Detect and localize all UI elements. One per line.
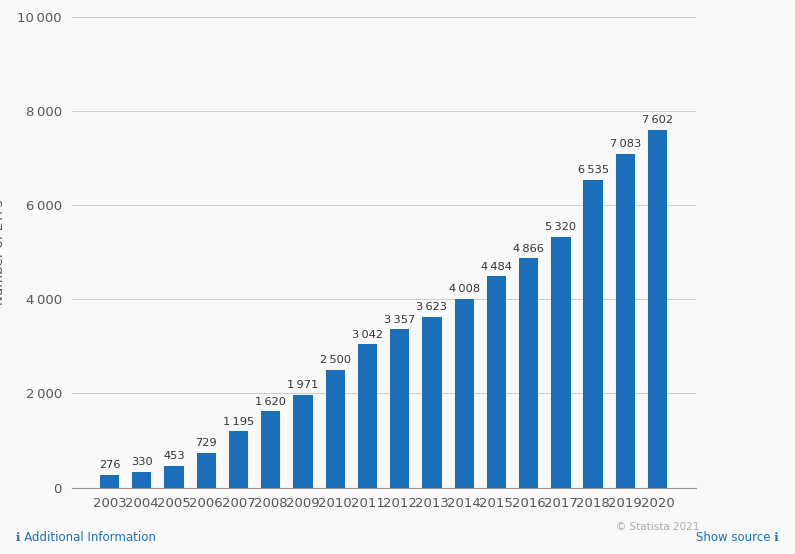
Text: 7 602: 7 602 bbox=[642, 115, 673, 125]
Bar bbox=[261, 411, 281, 488]
Text: 729: 729 bbox=[196, 438, 217, 449]
Bar bbox=[551, 237, 571, 488]
Bar bbox=[487, 276, 506, 488]
Bar bbox=[615, 154, 635, 488]
Bar bbox=[326, 370, 345, 488]
Bar bbox=[358, 344, 377, 488]
Text: 6 535: 6 535 bbox=[577, 165, 609, 175]
Text: Show source ℹ: Show source ℹ bbox=[696, 531, 779, 544]
Text: 1 195: 1 195 bbox=[223, 417, 254, 427]
Bar bbox=[100, 475, 119, 488]
Bar bbox=[390, 330, 409, 488]
Bar bbox=[229, 431, 248, 488]
Text: 4 484: 4 484 bbox=[481, 261, 512, 271]
Text: 330: 330 bbox=[131, 457, 153, 467]
Bar bbox=[584, 180, 603, 488]
Text: ℹ Additional Information: ℹ Additional Information bbox=[16, 531, 156, 544]
Text: 7 083: 7 083 bbox=[610, 139, 641, 149]
Bar bbox=[165, 466, 184, 488]
Text: 276: 276 bbox=[99, 460, 120, 470]
Text: 3 623: 3 623 bbox=[417, 302, 448, 312]
Text: 2 500: 2 500 bbox=[320, 355, 351, 365]
Text: 1 620: 1 620 bbox=[255, 397, 286, 407]
Y-axis label: Number of ETFs: Number of ETFs bbox=[0, 199, 6, 305]
Text: 3 042: 3 042 bbox=[352, 330, 383, 340]
Text: 453: 453 bbox=[163, 452, 185, 461]
Text: 3 357: 3 357 bbox=[384, 315, 415, 325]
Bar bbox=[648, 130, 667, 488]
Bar bbox=[455, 299, 474, 488]
Bar bbox=[519, 258, 538, 488]
Bar bbox=[196, 453, 216, 488]
Bar bbox=[132, 472, 152, 488]
Text: 1 971: 1 971 bbox=[287, 380, 319, 390]
Bar bbox=[293, 394, 312, 488]
Bar bbox=[422, 317, 441, 488]
Text: 4 008: 4 008 bbox=[448, 284, 479, 294]
Text: 4 866: 4 866 bbox=[514, 244, 544, 254]
Text: 5 320: 5 320 bbox=[545, 222, 576, 232]
Text: © Statista 2021: © Statista 2021 bbox=[616, 522, 700, 532]
